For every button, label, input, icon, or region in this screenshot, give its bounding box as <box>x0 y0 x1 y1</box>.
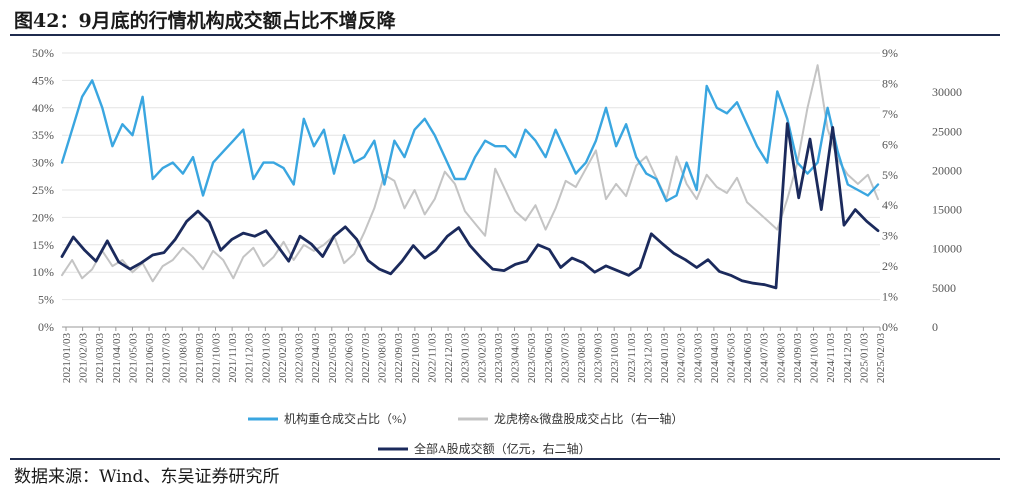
right2-axis-tick-label: 25000 <box>932 124 962 138</box>
left-axis-tick-label: 5% <box>38 293 54 307</box>
right2-axis-tick-label: 10000 <box>932 242 962 256</box>
x-axis-tick-label: 2024/07/03 <box>759 333 771 384</box>
x-axis-tick-label: 2023/01/03 <box>460 333 472 384</box>
x-axis-tick-label: 2021/04/03 <box>111 333 123 384</box>
right1-axis-tick-label: 4% <box>882 198 898 212</box>
x-axis-tick-label: 2021/12/03 <box>244 333 256 384</box>
right1-axis-tick-label: 3% <box>882 229 898 243</box>
right1-axis-tick-label: 7% <box>882 107 898 121</box>
chart-canvas: 0% 5% 10% 15% 20% 25% 30% 35% 40% 45% 50% 0% 1% 2% 3% 4… <box>32 46 962 456</box>
x-axis-tick-label: 2022/11/03 <box>426 333 438 383</box>
x-axis-tick-label: 2021/02/03 <box>78 333 90 384</box>
legend-label: 龙虎榜&微盘股成交占比（右一轴） <box>494 411 683 426</box>
x-axis-tick-label: 2024/01/03 <box>659 333 671 384</box>
legend-label: 全部A股成交额（亿元，右二轴） <box>414 441 591 456</box>
x-axis-tick-label: 2021/06/03 <box>144 333 156 384</box>
x-axis-tick-label: 2024/09/03 <box>792 333 804 384</box>
x-axis-tick-label: 2022/04/03 <box>310 333 322 384</box>
right1-axis-tick-label: 1% <box>882 290 898 304</box>
left-axis-tick-label: 20% <box>32 210 54 224</box>
left-axis-tick-label: 25% <box>32 183 54 197</box>
x-axis-tick-label: 2024/12/03 <box>842 333 854 384</box>
x-axis-tick-label: 2021/05/03 <box>127 333 139 384</box>
x-axis-tick-label: 2022/06/03 <box>343 333 355 384</box>
figure-source: 数据来源：Wind、东吴证券研究所 <box>14 467 280 487</box>
x-axis-tick-label: 2022/09/03 <box>393 333 405 384</box>
left-axis-tick-label: 35% <box>32 128 54 142</box>
series-line <box>60 122 880 290</box>
left-axis-tick-label: 30% <box>32 156 54 170</box>
x-axis-tick-label: 2022/03/03 <box>294 333 306 384</box>
x-axis-tick-label: 2025/01/03 <box>858 333 870 384</box>
x-axis-tick-label: 2024/05/03 <box>725 333 737 384</box>
right2-axis-tick-label: 15000 <box>932 203 962 217</box>
x-axis-tick-label: 2021/08/03 <box>177 333 189 384</box>
x-axis-tick-label: 2023/07/03 <box>559 333 571 384</box>
x-axis-tick-label: 2024/06/03 <box>742 333 754 384</box>
left-axis-tick-label: 10% <box>32 265 54 279</box>
left-axis-tick-label: 45% <box>32 73 54 87</box>
x-axis-tick-label: 2021/11/03 <box>227 333 239 383</box>
figure-title: 图42：9月底的行情机构成交额占比不增反降 <box>14 10 396 32</box>
series-line <box>60 79 880 203</box>
x-axis-tick-label: 2024/02/03 <box>676 333 688 384</box>
left-axis-tick-label: 0% <box>38 320 54 334</box>
x-axis-tick-label: 2023/09/03 <box>593 333 605 384</box>
x-axis-tick-label: 2023/11/03 <box>626 333 638 383</box>
right1-axis-tick-label: 0% <box>882 320 898 334</box>
right1-axis-tick-label: 6% <box>882 137 898 151</box>
x-axis-tick-label: 2021/07/03 <box>161 333 173 384</box>
x-axis-tick-label: 2022/05/03 <box>327 333 339 384</box>
x-axis-tick-label: 2024/11/03 <box>825 333 837 383</box>
x-axis-tick-label: 2023/02/03 <box>476 333 488 384</box>
left-axis-tick-label: 15% <box>32 238 54 252</box>
right2-axis-tick-label: 5000 <box>932 281 956 295</box>
right1-axis-tick-label: 2% <box>882 259 898 273</box>
right2-axis-tick-label: 0 <box>932 320 938 334</box>
left-axis-tick-label: 50% <box>32 46 54 60</box>
x-axis-tick-label: 2023/12/03 <box>642 333 654 384</box>
x-axis-tick-label: 2021/09/03 <box>194 333 206 384</box>
x-axis-tick-label: 2021/03/03 <box>94 333 106 384</box>
title-divider <box>10 34 1000 36</box>
right1-axis-tick-label: 5% <box>882 168 898 182</box>
x-axis-tick-label: 2022/01/03 <box>260 333 272 384</box>
x-axis-tick-label: 2022/10/03 <box>410 333 422 384</box>
x-axis-tick-label: 2023/06/03 <box>543 333 555 384</box>
x-axis-tick-label: 2025/02/03 <box>875 333 887 384</box>
source-divider <box>10 458 1000 460</box>
x-axis-tick-label: 2024/03/03 <box>692 333 704 384</box>
left-axis-tick-label: 40% <box>32 101 54 115</box>
x-axis-tick-label: 2021/10/03 <box>211 333 223 384</box>
x-axis-tick-label: 2021/01/03 <box>61 333 73 384</box>
right2-axis-tick-label: 30000 <box>932 85 962 99</box>
x-axis-tick-label: 2022/12/03 <box>443 333 455 384</box>
right2-axis-tick-label: 20000 <box>932 163 962 177</box>
series-line <box>61 64 879 283</box>
x-axis-tick-label: 2022/08/03 <box>377 333 389 384</box>
x-axis-tick-label: 2024/08/03 <box>775 333 787 384</box>
x-axis-tick-label: 2023/04/03 <box>510 333 522 384</box>
x-axis-tick-label: 2024/04/03 <box>709 333 721 384</box>
x-axis-tick-label: 2024/10/03 <box>809 333 821 384</box>
x-axis-tick-label: 2023/10/03 <box>609 333 621 384</box>
x-axis-tick-label: 2023/08/03 <box>576 333 588 384</box>
x-axis-tick-label: 2022/02/03 <box>277 333 289 384</box>
right1-axis-tick-label: 9% <box>882 46 898 60</box>
x-axis-tick-label: 2023/03/03 <box>493 333 505 384</box>
x-axis-tick-label: 2022/07/03 <box>360 333 372 384</box>
legend-label: 机构重仓成交占比（%） <box>284 411 414 426</box>
x-axis-tick-label: 2023/05/03 <box>526 333 538 384</box>
right1-axis-tick-label: 8% <box>882 76 898 90</box>
